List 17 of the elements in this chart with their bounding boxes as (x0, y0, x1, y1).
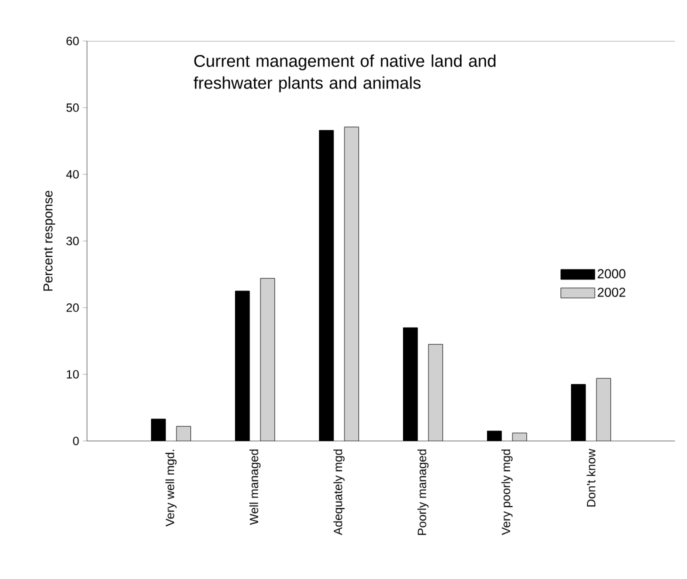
y-tick-label: 20 (66, 303, 79, 312)
x-tick-label: Don't know (586, 448, 596, 507)
y-tick-label: 10 (66, 370, 79, 379)
y-tick-label: 0 (73, 436, 79, 446)
y-tick-label: 60 (66, 36, 79, 46)
x-tick-label: Very poorly mgd (501, 450, 513, 536)
y-tick-label: 30 (66, 236, 79, 246)
text: Current management of native land and freshwater plants and animals (194, 54, 496, 92)
legend-label: 2000 (598, 269, 626, 278)
x-tick-label: Well managed (249, 450, 261, 525)
y-tick-label: 50 (66, 103, 79, 112)
legend-label: 2002 (598, 288, 626, 297)
x-tick-label: Very well mgd. (165, 450, 177, 526)
y-axis-title: Percent response (44, 190, 56, 291)
x-tick-label: Adequately mgd (333, 450, 345, 536)
y-tick-label: 40 (66, 170, 79, 179)
x-tick-label: Poorly managed (417, 450, 429, 535)
